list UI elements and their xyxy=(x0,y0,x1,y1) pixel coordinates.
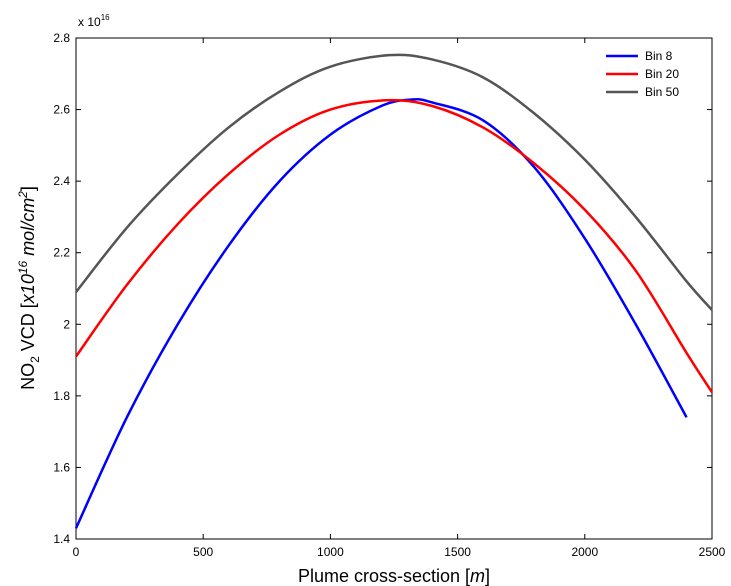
y-exponent-base: x 10 xyxy=(78,15,101,29)
y-tick-label: 2.2 xyxy=(53,246,70,260)
series-line-bin-50 xyxy=(75,53,713,311)
plot-area xyxy=(75,37,713,540)
y-tick-label: 1.8 xyxy=(53,389,70,403)
x-axis-label-unit: m xyxy=(470,566,485,586)
y-exponent-label: x 1016 xyxy=(78,13,110,29)
y-axis-label-exp: 16 xyxy=(16,260,30,274)
legend-label-bin-50: Bin 50 xyxy=(645,85,679,99)
x-axis-label-end: ] xyxy=(485,566,490,586)
y-axis-label-prefix: NO xyxy=(18,363,38,390)
y-axis-label-unit: mol/cm xyxy=(18,198,38,261)
series-line-bin-20 xyxy=(74,98,714,393)
x-tick-label: 2500 xyxy=(699,545,726,559)
x-tick-label: 2000 xyxy=(571,545,598,559)
x-tick-label: 1000 xyxy=(317,545,344,559)
y-tick-label: 2.4 xyxy=(53,174,70,188)
y-axis-label-mid: VCD [ xyxy=(18,303,38,356)
y-tick-labels: 1.4 1.6 1.8 2 2.2 2.4 2.6 2.8 xyxy=(53,31,70,546)
y-exponent-power: 16 xyxy=(101,13,110,22)
x-tick-label: 0 xyxy=(73,545,80,559)
x-axis-label: Plume cross-section [m] xyxy=(298,566,490,586)
y-tick-label: 2.8 xyxy=(53,31,70,45)
y-tick-label: 1.6 xyxy=(53,460,70,474)
series-line-bin-8 xyxy=(74,98,688,529)
y-axis-label: NO2 VCD [x1016 mol/cm2] xyxy=(16,186,42,390)
y-axis-label-end: ] xyxy=(18,186,38,191)
x-tick-label: 500 xyxy=(193,545,213,559)
axis-ticks xyxy=(75,37,713,540)
legend: Bin 8 Bin 20 Bin 50 xyxy=(597,43,707,103)
legend-label-bin-8: Bin 8 xyxy=(645,49,673,63)
x-tick-labels: 0 500 1000 1500 2000 2500 xyxy=(73,545,726,559)
legend-label-bin-20: Bin 20 xyxy=(645,67,679,81)
x-tick-label: 1500 xyxy=(444,545,471,559)
y-axis-label-sub: 2 xyxy=(28,356,42,363)
x-axis-label-main: Plume cross-section [ xyxy=(298,566,470,586)
y-axis-label-unit-exp: 2 xyxy=(16,191,30,199)
y-tick-label: 2 xyxy=(63,317,70,331)
y-axis-label-x10: x10 xyxy=(18,274,38,304)
y-tick-label: 1.4 xyxy=(53,532,70,546)
y-tick-label: 2.6 xyxy=(53,103,70,117)
series-lines xyxy=(74,53,714,529)
